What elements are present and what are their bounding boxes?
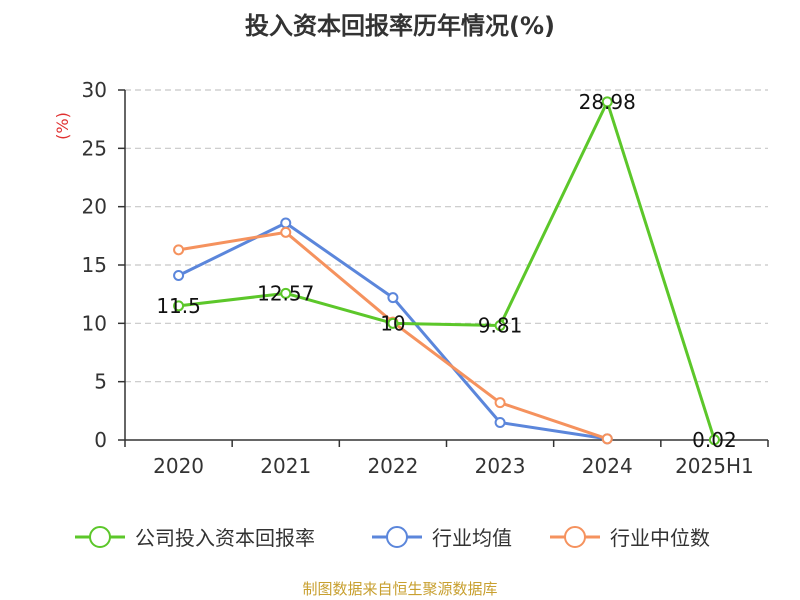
data-point xyxy=(494,417,506,428)
data-point xyxy=(280,287,292,299)
series-lines xyxy=(173,96,720,446)
x-tick-label: 2021 xyxy=(260,454,311,478)
y-tick-label: 25 xyxy=(82,136,107,160)
y-tick-label: 15 xyxy=(82,253,107,277)
grid-lines xyxy=(125,89,768,383)
y-axis-unit-label: (%) xyxy=(53,112,72,140)
y-tick-label: 10 xyxy=(82,311,107,335)
axes: 0 5 10 15 20 25 30 2020 2021 2022 2023 2024 2025H1 xyxy=(82,78,769,478)
data-point xyxy=(173,244,185,256)
data-point xyxy=(280,217,292,229)
data-point xyxy=(601,433,613,445)
y-tick-label: 0 xyxy=(94,428,107,452)
data-labels: 11.5 12.57 10 9.81 28.98 0.02 xyxy=(156,90,736,452)
data-point xyxy=(173,270,185,281)
series-line xyxy=(178,230,608,441)
data-point xyxy=(708,434,720,446)
data-point xyxy=(173,300,185,312)
data-point xyxy=(387,292,399,304)
chart-title: 投入资本回报率历年情况(%) xyxy=(245,12,555,40)
legend-item-label: 行业中位数 xyxy=(610,526,710,550)
x-tick-label: 2024 xyxy=(582,454,633,478)
legend-marker-icon xyxy=(386,526,408,548)
legend-item-label: 行业均值 xyxy=(432,526,512,550)
data-point xyxy=(387,317,399,329)
x-tick-label: 2025H1 xyxy=(675,454,754,478)
y-tick-label: 5 xyxy=(94,370,107,394)
data-label: 11.5 xyxy=(156,294,201,318)
data-label: 28.98 xyxy=(579,90,636,114)
x-tick-label: 2023 xyxy=(475,454,526,478)
y-tick-label: 30 xyxy=(82,78,107,102)
x-tick-label: 2022 xyxy=(367,454,418,478)
x-tick-label: 2020 xyxy=(153,454,204,478)
data-point xyxy=(601,96,613,108)
data-label: 10 xyxy=(380,311,405,335)
data-label: 12.57 xyxy=(257,281,314,305)
data-source-note: 制图数据来自恒生聚源数据库 xyxy=(302,580,498,598)
series-line xyxy=(178,100,716,441)
data-label: 0.02 xyxy=(692,428,737,452)
data-point xyxy=(280,226,292,238)
legend-item-label: 公司投入资本回报率 xyxy=(135,526,315,550)
legend-marker-icon xyxy=(89,526,111,548)
legend-marker-icon xyxy=(564,526,586,548)
legend: 公司投入资本回报率 行业均值 行业中位数 xyxy=(75,526,710,550)
y-tick-label: 20 xyxy=(82,195,107,219)
data-label: 9.81 xyxy=(478,314,523,338)
data-point xyxy=(494,397,506,409)
data-point xyxy=(494,320,506,332)
